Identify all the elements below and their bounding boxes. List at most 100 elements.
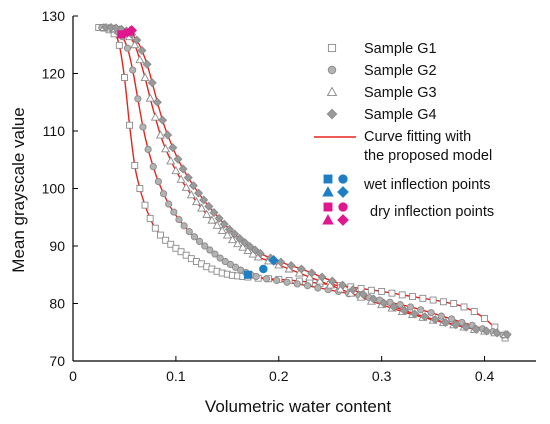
data-point bbox=[216, 254, 224, 262]
data-point bbox=[211, 250, 219, 258]
data-point bbox=[155, 130, 165, 139]
data-point bbox=[482, 326, 492, 336]
y-tick-label: 100 bbox=[42, 181, 66, 197]
data-point bbox=[134, 95, 142, 103]
wet-inflection-point bbox=[243, 270, 252, 279]
data-point bbox=[142, 59, 152, 69]
data-point bbox=[481, 315, 489, 322]
data-point bbox=[126, 121, 134, 129]
dry-inflection-point bbox=[126, 25, 137, 36]
data-point bbox=[147, 78, 157, 88]
data-point bbox=[233, 239, 243, 248]
data-point bbox=[120, 74, 128, 81]
data-point bbox=[167, 240, 175, 248]
y-tick-label: 90 bbox=[49, 238, 65, 254]
data-point bbox=[293, 280, 301, 288]
data-point bbox=[240, 238, 250, 248]
data-point bbox=[139, 123, 147, 131]
data-point bbox=[357, 285, 365, 292]
data-point bbox=[245, 242, 255, 252]
data-point bbox=[398, 291, 406, 299]
data-point bbox=[348, 285, 358, 295]
data-point bbox=[317, 272, 327, 282]
data-point bbox=[227, 234, 237, 244]
data-point bbox=[406, 303, 415, 311]
data-point bbox=[470, 308, 478, 315]
legend: Sample G1 Sample G2 Sample G3 Sample G4 … bbox=[314, 41, 494, 226]
data-point bbox=[307, 268, 317, 278]
legend-marker bbox=[326, 86, 338, 97]
data-point bbox=[388, 289, 396, 297]
data-point bbox=[471, 324, 481, 334]
data-point bbox=[204, 201, 214, 211]
x-tick-label: 0.1 bbox=[166, 368, 186, 384]
data-point bbox=[191, 197, 201, 206]
data-point bbox=[181, 182, 191, 191]
data-point bbox=[461, 322, 471, 332]
legend-dry-square bbox=[323, 202, 333, 212]
legend-label-wet: wet inflection points bbox=[363, 177, 491, 193]
data-point bbox=[123, 44, 132, 52]
data-point bbox=[159, 190, 168, 198]
legend-marker-sample-g2 bbox=[327, 65, 337, 75]
data-point bbox=[199, 195, 209, 205]
data-point bbox=[152, 97, 162, 107]
data-point bbox=[338, 280, 348, 290]
data-point bbox=[137, 45, 147, 56]
data-point bbox=[168, 143, 178, 153]
data-point bbox=[367, 286, 375, 294]
data-point bbox=[255, 248, 265, 259]
data-point bbox=[303, 282, 312, 290]
x-tick-label: 0.2 bbox=[269, 368, 289, 384]
data-point bbox=[219, 219, 229, 229]
data-point bbox=[188, 181, 198, 191]
data-point bbox=[161, 144, 171, 153]
data-point bbox=[207, 215, 217, 224]
data-point bbox=[389, 302, 399, 312]
data-point bbox=[183, 173, 193, 183]
legend-marker-sample-g1 bbox=[327, 43, 337, 53]
legend-marker-sample-g4 bbox=[326, 108, 338, 120]
data-point bbox=[420, 312, 430, 322]
data-point bbox=[163, 130, 173, 140]
legend-dry-circle bbox=[338, 202, 348, 212]
legend-wet-triangle bbox=[322, 186, 334, 197]
legend-label-sample-g1: Sample G1 bbox=[364, 41, 437, 57]
data-point bbox=[154, 178, 162, 186]
data-point bbox=[358, 289, 368, 299]
x-tick-label: 0.3 bbox=[372, 368, 392, 384]
data-point bbox=[157, 115, 168, 125]
legend-wet-square bbox=[323, 174, 333, 184]
data-point bbox=[417, 306, 425, 314]
data-point bbox=[175, 215, 183, 224]
data-point bbox=[193, 188, 204, 198]
data-point bbox=[131, 162, 139, 169]
data-point bbox=[206, 246, 214, 254]
data-point bbox=[135, 55, 145, 64]
data-point bbox=[429, 296, 437, 304]
data-point bbox=[129, 66, 137, 74]
data-point bbox=[451, 320, 461, 330]
legend-dry-diamond bbox=[337, 214, 349, 226]
data-point bbox=[273, 276, 281, 285]
data-point bbox=[224, 224, 234, 234]
data-point bbox=[173, 154, 183, 164]
inflection-points bbox=[117, 25, 279, 279]
series-sample-g4 bbox=[101, 22, 512, 340]
data-point bbox=[262, 275, 271, 283]
data-point bbox=[150, 112, 160, 121]
data-point bbox=[460, 303, 468, 311]
data-point bbox=[144, 145, 152, 154]
data-point bbox=[314, 284, 322, 292]
legend-label-fit-line-1: Curve fitting with bbox=[364, 129, 471, 145]
data-point bbox=[186, 190, 196, 199]
data-point bbox=[409, 293, 416, 301]
data-point bbox=[439, 298, 447, 306]
data-point bbox=[379, 298, 389, 308]
data-point bbox=[450, 300, 458, 307]
data-point bbox=[151, 224, 159, 232]
data-point bbox=[197, 203, 207, 212]
data-point bbox=[115, 41, 123, 49]
